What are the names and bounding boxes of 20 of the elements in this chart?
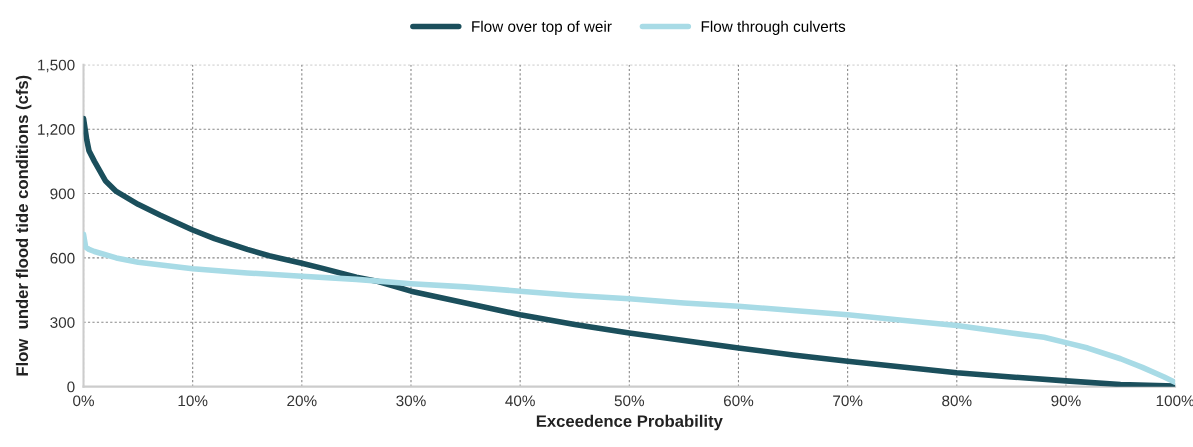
x-tick-label: 0% [73,395,95,407]
y-tick-label: 900 [50,188,75,200]
x-tick-label: 70% [833,395,863,407]
y-tick-label: 1,500 [38,59,75,73]
x-tick-label: 40% [505,395,535,407]
x-tick-label: 60% [723,395,754,407]
x-tick-label: 20% [287,395,317,407]
y-axis-title: Flow under flood tide conditions (cfs) [15,75,32,376]
x-axis-title: Exceedence Probability [536,414,723,431]
y-tick-label: 0 [67,381,75,393]
y-tick-label: 1,200 [38,124,75,137]
y-tick-label: 300 [50,317,75,328]
x-tick-label: 90% [1051,395,1081,407]
x-tick-label: 80% [942,395,972,407]
x-tick-label: 50% [614,395,645,407]
legend-label: Flow over top of weir [472,20,612,35]
x-tick-label: 10% [178,395,208,407]
x-tick-label: 30% [396,395,426,407]
legend-label: Flow through culverts [701,20,846,35]
y-tick-label: 600 [50,252,75,264]
